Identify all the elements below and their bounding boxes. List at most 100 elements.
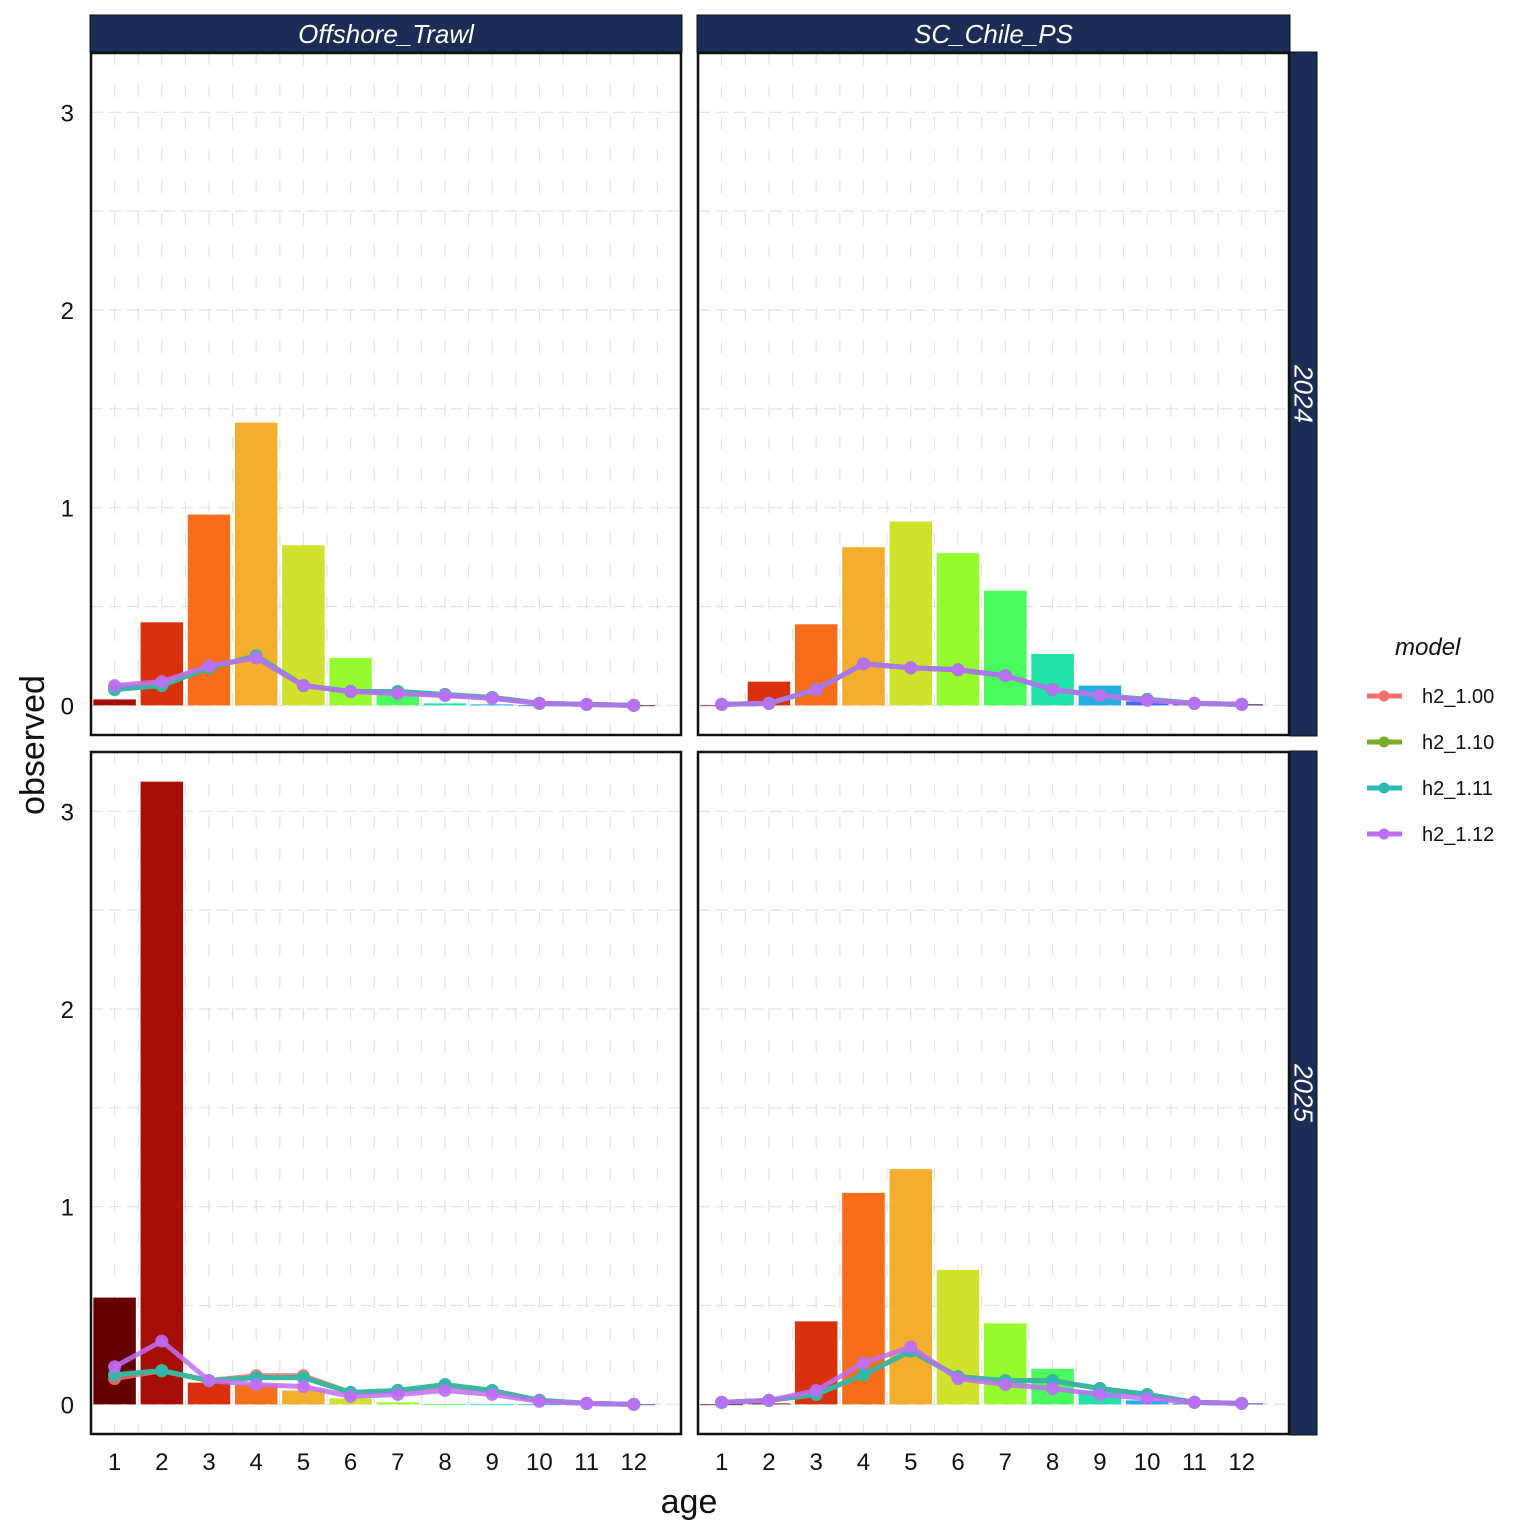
series-point-h2_1.12 xyxy=(391,1387,405,1401)
bar-age-6 xyxy=(329,657,372,706)
series-point-h2_1.12 xyxy=(715,697,729,711)
series-point-h2_1.12 xyxy=(1093,688,1107,702)
series-point-h2_1.12 xyxy=(391,686,405,700)
x-tick-label: 12 xyxy=(1228,1449,1255,1476)
bar-age-1 xyxy=(93,699,136,706)
series-point-h2_1.12 xyxy=(485,691,499,705)
series-point-h2_1.12 xyxy=(627,698,641,712)
x-tick-label: 2 xyxy=(762,1449,775,1476)
series-point-h2_1.12 xyxy=(1140,1391,1154,1405)
legend-label: h2_1.12 xyxy=(1422,824,1494,846)
x-tick-label: 7 xyxy=(391,1449,404,1476)
facet-strip-label: 2025 xyxy=(1289,1063,1319,1122)
y-tick-label: 0 xyxy=(61,693,74,720)
series-point-h2_1.12 xyxy=(1235,1396,1249,1410)
series-point-h2_1.12 xyxy=(951,663,965,677)
x-tick-label: 6 xyxy=(344,1449,357,1476)
bar-age-3 xyxy=(187,1382,231,1405)
series-point-h2_1.12 xyxy=(202,659,216,673)
series-point-h2_1.11 xyxy=(296,1371,310,1385)
series-point-h2_1.11 xyxy=(856,1368,870,1382)
x-tick-label: 4 xyxy=(857,1449,870,1476)
series-point-h2_1.12 xyxy=(904,661,918,675)
series-point-h2_1.12 xyxy=(904,1340,918,1354)
facet-strip-2025 xyxy=(1289,750,1318,1436)
series-point-h2_1.12 xyxy=(532,1394,546,1408)
series-point-h2_1.12 xyxy=(1235,697,1249,711)
series-point-h2_1.12 xyxy=(532,696,546,710)
x-tick-label: 9 xyxy=(1093,1449,1106,1476)
series-point-h2_1.12 xyxy=(296,679,310,693)
series-point-h2_1.12 xyxy=(108,1360,122,1374)
series-point-h2_1.12 xyxy=(344,1389,358,1403)
x-tick-label: 8 xyxy=(1046,1449,1059,1476)
x-tick-label: 10 xyxy=(1134,1449,1161,1476)
bar-age-7 xyxy=(984,1323,1027,1405)
panel-border xyxy=(696,51,1291,737)
x-tick-label: 5 xyxy=(904,1449,917,1476)
series-point-h2_1.12 xyxy=(1046,1382,1060,1396)
series-point-h2_1.12 xyxy=(762,1393,776,1407)
facet-strip-Offshore_Trawl xyxy=(89,14,683,53)
series-point-h2_1.12 xyxy=(998,669,1012,683)
y-tick-label: 3 xyxy=(61,100,74,127)
series-point-h2_1.12 xyxy=(715,1395,729,1409)
series-point-h2_1.12 xyxy=(344,685,358,699)
series-point-h2_1.12 xyxy=(809,1384,823,1398)
series-line-h2_1.12 xyxy=(721,661,1242,707)
y-tick-label: 0 xyxy=(61,1392,74,1419)
bar-age-2 xyxy=(140,622,184,706)
series-line-h2_1.11 xyxy=(721,1348,1242,1406)
facet-strip-label: 2024 xyxy=(1289,364,1319,423)
series-point-h2_1.11 xyxy=(155,1364,169,1378)
x-tick-label: 1 xyxy=(715,1449,728,1476)
x-tick-label: 5 xyxy=(297,1449,310,1476)
y-tick-label: 1 xyxy=(61,496,74,523)
bar-age-8 xyxy=(423,1403,467,1405)
series-point-h2_1.12 xyxy=(856,657,870,671)
series-point-h2_1.12 xyxy=(627,1397,641,1411)
y-tick-label: 3 xyxy=(61,799,74,826)
bar-age-6 xyxy=(936,553,980,706)
legend-key-point xyxy=(1378,828,1390,840)
x-tick-label: 9 xyxy=(486,1449,499,1476)
bar-age-8 xyxy=(423,703,467,706)
legend-label: h2_1.00 xyxy=(1422,686,1494,708)
x-tick-label: 11 xyxy=(1182,1449,1207,1476)
y-tick-label: 1 xyxy=(61,1195,74,1222)
bar-age-5 xyxy=(282,1390,325,1405)
series-point-h2_1.12 xyxy=(580,697,594,711)
x-axis-title: age xyxy=(661,1483,718,1521)
series-point-h2_1.12 xyxy=(249,651,263,665)
y-tick-label: 2 xyxy=(61,298,74,325)
x-tick-label: 10 xyxy=(526,1449,553,1476)
bar-age-4 xyxy=(842,547,885,706)
series-point-h2_1.12 xyxy=(108,679,122,693)
bar-age-7 xyxy=(376,1402,420,1405)
y-tick-label: 2 xyxy=(61,997,74,1024)
bar-age-2 xyxy=(140,781,184,1405)
x-tick-label: 7 xyxy=(999,1449,1012,1476)
panel-border xyxy=(89,51,683,737)
series-point-h2_1.12 xyxy=(762,696,776,710)
series-line-h2_1.12 xyxy=(114,655,634,708)
series-point-h2_1.12 xyxy=(155,1334,169,1348)
x-tick-label: 6 xyxy=(951,1449,964,1476)
series-point-h2_1.12 xyxy=(951,1372,965,1386)
series-point-h2_1.12 xyxy=(438,1384,452,1398)
legend-key-point xyxy=(1378,690,1390,702)
series-line-h2_1.12 xyxy=(113,1338,634,1407)
legend-label: h2_1.10 xyxy=(1422,732,1494,754)
series-point-h2_1.12 xyxy=(296,1380,310,1394)
facet-strip-SC_Chile_PS xyxy=(696,14,1291,53)
bar-age-4 xyxy=(234,1384,278,1405)
bar-age-5 xyxy=(889,521,933,706)
bar-age-5 xyxy=(889,1169,933,1405)
x-tick-label: 4 xyxy=(250,1449,263,1476)
series-point-h2_1.12 xyxy=(485,1387,499,1401)
series-point-h2_1.12 xyxy=(1093,1387,1107,1401)
legend-title: model xyxy=(1395,634,1461,661)
bar-age-9 xyxy=(470,1404,514,1406)
bar-age-7 xyxy=(984,590,1027,706)
x-tick-label: 8 xyxy=(438,1449,451,1476)
